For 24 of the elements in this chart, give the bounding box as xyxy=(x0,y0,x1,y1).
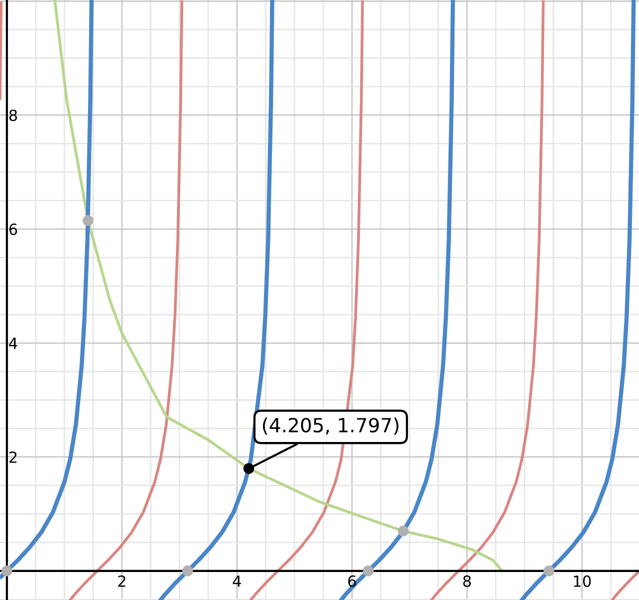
x-tick-label: 2 xyxy=(118,575,126,587)
point xyxy=(544,566,554,576)
y-tick-label: 4 xyxy=(9,338,18,349)
point xyxy=(82,215,94,226)
line-series xyxy=(54,0,504,572)
annotation: (4.205, 1.797) xyxy=(262,417,398,435)
line-series xyxy=(0,0,94,579)
x-tick-label: 8 xyxy=(463,575,471,587)
y-tick-label: 8 xyxy=(9,110,17,122)
line-series xyxy=(68,0,184,600)
x-tick-label: 4 xyxy=(232,576,241,587)
point xyxy=(398,526,409,536)
line-series xyxy=(339,0,455,600)
line-series xyxy=(610,570,639,600)
line-series xyxy=(430,0,545,600)
y-tick-label: 6 xyxy=(9,224,18,236)
point xyxy=(182,566,193,576)
x-tick-label: 10 xyxy=(574,575,591,587)
line-series xyxy=(520,0,636,600)
point xyxy=(243,463,254,474)
point xyxy=(362,566,374,576)
x-tick-label: 6 xyxy=(348,575,356,587)
y-tick-label: 2 xyxy=(9,451,16,463)
point xyxy=(2,566,12,576)
